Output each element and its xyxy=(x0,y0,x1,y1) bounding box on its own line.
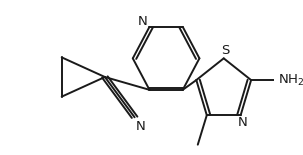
Text: N: N xyxy=(136,120,146,133)
Text: N: N xyxy=(238,116,247,129)
Text: NH$_2$: NH$_2$ xyxy=(278,73,303,88)
Text: N: N xyxy=(137,16,147,29)
Text: S: S xyxy=(221,44,230,57)
